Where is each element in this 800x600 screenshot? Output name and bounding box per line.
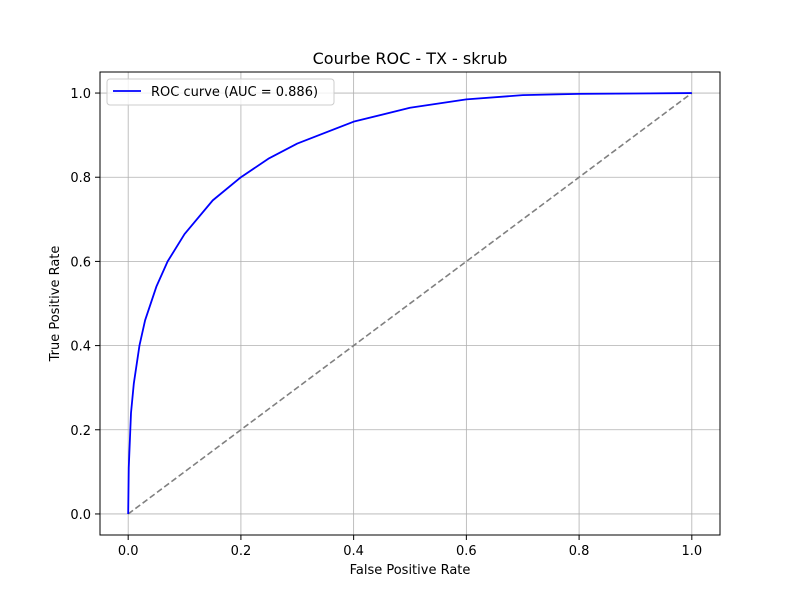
y-tick-label: 0.4	[70, 340, 91, 355]
y-tick-label: 0.6	[70, 255, 91, 270]
y-axis-label: True Positive Rate	[48, 246, 63, 363]
legend-label-roc: ROC curve (AUC = 0.886)	[151, 85, 318, 100]
x-tick-label: 0.0	[118, 544, 139, 559]
x-axis-label: False Positive Rate	[350, 563, 471, 578]
y-tick-label: 0.8	[70, 171, 91, 186]
x-tick-label: 0.8	[569, 544, 590, 559]
x-tick-label: 0.2	[231, 544, 252, 559]
y-tick-label: 0.0	[70, 508, 91, 523]
x-tick-label: 1.0	[681, 544, 702, 559]
ticks: 0.0 0.2 0.4 0.6 0.8 1.0 0.0 0.2 0.4 0.6 0.8 1.0	[70, 87, 702, 559]
legend-box	[106, 78, 335, 106]
plot-frame	[99, 71, 721, 536]
x-tick-label: 0.4	[343, 544, 364, 559]
roc-curve-line	[127, 92, 692, 514]
chart-title: Courbe ROC - TX - skrub	[313, 49, 508, 68]
x-tick-label: 0.6	[456, 544, 477, 559]
legend: ROC curve (AUC = 0.886)	[106, 78, 335, 106]
diagonal-reference-line	[127, 92, 693, 515]
y-tick-label: 1.0	[70, 87, 91, 102]
series-layer	[127, 92, 693, 515]
grid	[100, 72, 720, 535]
y-tick-label: 0.2	[70, 424, 91, 439]
